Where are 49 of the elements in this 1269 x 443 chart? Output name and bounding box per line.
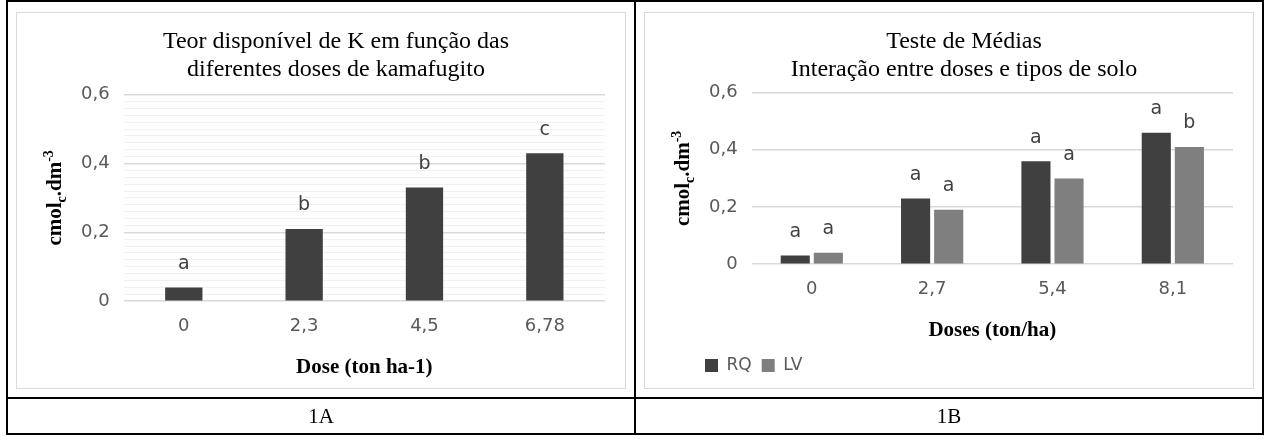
bar: [813, 252, 843, 264]
x-tick-label: 0: [806, 276, 818, 298]
x-tick-label: 2,7: [917, 276, 947, 298]
data-label: b: [298, 192, 311, 215]
bar: [1174, 146, 1204, 264]
bar: [1141, 132, 1171, 264]
bar: [165, 287, 203, 301]
chart-subtitle: Interação entre doses e tipos de solo: [790, 55, 1138, 82]
x-tick-label: 4,5: [410, 313, 439, 335]
y-tick-label: 0,2: [708, 194, 738, 216]
x-tick-label: 0: [178, 313, 190, 335]
data-label: a: [909, 161, 922, 184]
chart-title: Teor disponível de K em função das diferentes doses de kamafugito: [162, 26, 510, 82]
data-label: a: [822, 216, 835, 239]
y-axis-title: cmolc.dm-3: [40, 150, 69, 246]
bar: [901, 198, 931, 264]
data-label: a: [1063, 141, 1075, 164]
legend-label: RQ: [726, 353, 752, 374]
y-tick-label: 0,4: [80, 151, 110, 173]
data-label: a: [1150, 96, 1163, 119]
bar: [1054, 178, 1084, 264]
legend-label: LV: [783, 353, 803, 374]
data-label: c: [539, 116, 551, 139]
bar: [285, 228, 323, 301]
x-tick-label: 5,4: [1038, 276, 1067, 298]
data-label: a: [942, 173, 955, 196]
chart-title: Teste de Médias: [886, 26, 1042, 53]
x-tick-label: 2,3: [289, 313, 319, 335]
x-tick-label: 6,78: [524, 313, 565, 335]
bar: [526, 153, 564, 301]
bar: [934, 209, 964, 264]
y-axis-title: cmolc.dm-3: [668, 130, 697, 227]
data-label: a: [177, 250, 190, 273]
data-label: a: [789, 219, 802, 242]
y-tick-label: 0,2: [80, 220, 110, 242]
bar: [405, 187, 444, 301]
x-axis-title: Doses (ton/ha): [928, 316, 1057, 341]
y-tick-label: 0,6: [80, 82, 110, 104]
y-tick-label: 0,4: [708, 137, 738, 159]
x-tick-label: 8,1: [1158, 276, 1188, 298]
text: 1B: [635, 398, 1263, 434]
data-label: b: [418, 151, 431, 174]
x-axis-title: Dose (ton ha-1): [296, 353, 433, 378]
bar: [1021, 161, 1051, 264]
y-tick-label: 0,6: [708, 80, 738, 102]
text: 1A: [7, 398, 635, 434]
data-label: a: [1030, 124, 1042, 147]
data-label: b: [1183, 110, 1196, 133]
y-tick-label: 0: [726, 251, 738, 273]
